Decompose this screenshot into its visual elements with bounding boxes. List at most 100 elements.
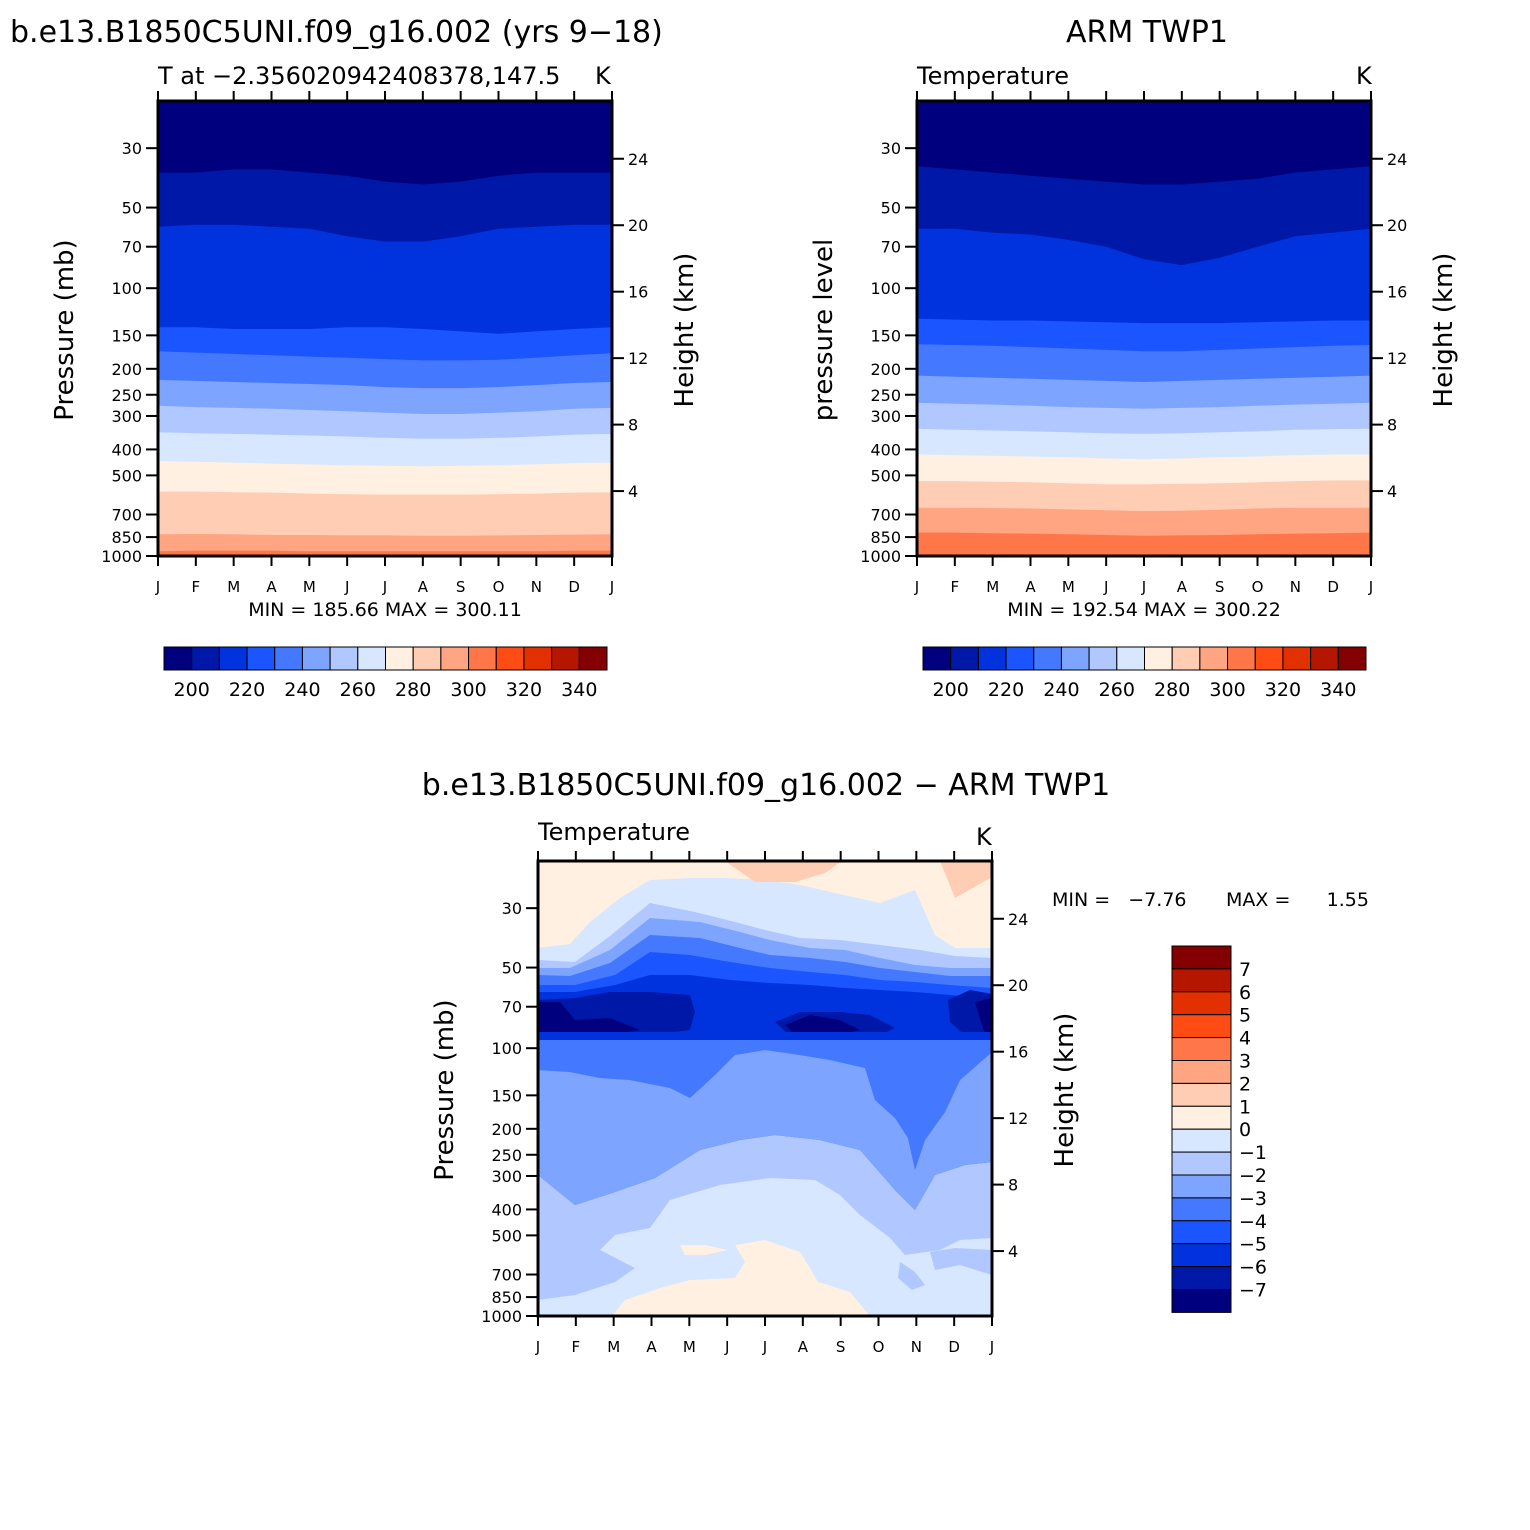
pressure-tick-label: 300 [111, 407, 142, 426]
height-tick-label: 16 [1387, 283, 1407, 302]
pressure-tick-label: 100 [491, 1039, 522, 1058]
model-title: b.e13.B1850C5UNI.f09_g16.002 (yrs 9−18) [10, 15, 663, 50]
month-tick-label: F [951, 578, 960, 596]
obs-contour-fills [917, 101, 1371, 556]
colorbar-swatch [1116, 646, 1145, 671]
colorbar-swatch [1171, 1060, 1232, 1084]
colorbar-swatch [1033, 646, 1062, 671]
pressure-tick-label: 1000 [481, 1307, 522, 1326]
month-tick-label: S [836, 1338, 846, 1356]
colorbar-swatch [246, 646, 276, 671]
month-tick-label: M [986, 578, 999, 596]
pressure-tick-label: 30 [881, 139, 901, 158]
month-tick-label: D [1327, 578, 1339, 596]
colorbar-label: 240 [1043, 679, 1079, 701]
colorbar-label: 280 [1154, 679, 1190, 701]
pressure-tick-label: 30 [502, 899, 522, 918]
colorbar-swatch [950, 646, 979, 671]
colorbar-swatch [551, 646, 580, 671]
month-tick-label: J [1103, 578, 1108, 596]
month-tick-label: J [155, 578, 160, 596]
colorbar-label: 1 [1239, 1096, 1251, 1118]
diff-fill-0-to-1-lower [612, 1240, 870, 1316]
colorbar-swatch [468, 646, 497, 671]
pressure-tick-label: 100 [870, 279, 901, 298]
colorbar-label: 220 [988, 679, 1024, 701]
colorbar-swatch [1254, 646, 1284, 671]
month-tick-label: J [1368, 578, 1373, 596]
diff-left-subtitle: Temperature [537, 818, 690, 846]
diff-height-axis-title: Height (km) [1050, 1013, 1080, 1168]
colorbar-swatch [1005, 646, 1035, 671]
pressure-tick-label: 1000 [101, 547, 142, 566]
diff-height-axis: 4 8 12 16 20 24 [992, 910, 1028, 1261]
obs-y-axis-title: pressure level [809, 239, 839, 421]
month-tick-label: S [456, 578, 466, 596]
pressure-tick-label: 50 [502, 959, 522, 978]
colorbar-swatch [578, 646, 608, 671]
colorbar-swatch [977, 646, 1007, 671]
colorbar-label: 200 [174, 679, 210, 701]
colorbar-swatch [1171, 1014, 1232, 1039]
pressure-tick-label: 70 [502, 998, 522, 1017]
pressure-tick-label: 1000 [860, 547, 901, 566]
month-tick-label: J [609, 578, 614, 596]
diff-fill-1-to-2-dec [940, 861, 992, 898]
obs-minmax: MIN = 192.54 MAX = 300.22 [1007, 599, 1281, 621]
month-tick-label: M [683, 1338, 696, 1356]
month-tick-label: M [227, 578, 240, 596]
colorbar-swatch [1310, 646, 1339, 671]
pressure-tick-label: 70 [122, 238, 142, 257]
colorbar-label: 3 [1239, 1051, 1251, 1073]
colorbar-swatch [1171, 991, 1232, 1016]
month-tick-label: M [303, 578, 316, 596]
obs-height-axis: 4 8 12 16 20 24 [1371, 150, 1407, 501]
pressure-tick-label: 850 [491, 1288, 522, 1307]
colorbar-label: 340 [561, 679, 597, 701]
colorbar-label: −7 [1239, 1280, 1267, 1302]
colorbar-swatch [357, 646, 386, 671]
pressure-tick-label: 400 [491, 1200, 522, 1219]
colorbar-swatch [1171, 968, 1232, 993]
colorbar-swatch [1144, 646, 1173, 671]
obs-title: ARM TWP1 [1066, 15, 1228, 50]
model-contour-fills [158, 101, 612, 556]
colorbar-swatch [1171, 1243, 1232, 1268]
colorbar-label: 300 [1209, 679, 1245, 701]
colorbar-swatch [301, 646, 331, 671]
colorbar-swatch [1337, 646, 1367, 671]
colorbar-swatch [329, 646, 359, 671]
obs-right-subtitle: K [1356, 62, 1373, 90]
model-left-subtitle: T at −2.356020942408378,147.5 [157, 62, 560, 90]
height-tick-label: 12 [628, 349, 648, 368]
month-tick-label: J [762, 1338, 767, 1356]
month-tick-label: N [531, 578, 542, 596]
month-tick-label: J [724, 1338, 729, 1356]
colorbar-label: 300 [450, 679, 486, 701]
colorbar-swatch [191, 646, 220, 671]
colorbar-swatch [1171, 646, 1201, 671]
colorbar-label: −3 [1239, 1188, 1267, 1210]
colorbar-label: −4 [1239, 1211, 1267, 1233]
model-minmax: MIN = 185.66 MAX = 300.11 [248, 599, 522, 621]
pressure-tick-label: 400 [870, 440, 901, 459]
colorbar-swatch [1171, 1128, 1232, 1153]
colorbar-label: 200 [933, 679, 969, 701]
height-tick-label: 24 [1387, 150, 1407, 169]
colorbar-label: 5 [1239, 1005, 1251, 1027]
month-tick-label: J [989, 1338, 994, 1356]
pressure-tick-label: 250 [491, 1146, 522, 1165]
colorbar-swatch [412, 646, 442, 671]
colorbar-label: 7 [1239, 959, 1251, 981]
month-tick-label: S [1215, 578, 1225, 596]
obs-left-subtitle: Temperature [916, 62, 1069, 90]
month-tick-label: N [1290, 578, 1301, 596]
colorbar-swatch [922, 646, 952, 671]
height-tick-label: 12 [1387, 349, 1407, 368]
model-colorbar: 200 220 240 260 280 300 320 340 [163, 646, 608, 701]
diff-y-axis-title: Pressure (mb) [430, 999, 460, 1180]
diff-fill-neg3-to-neg2-lower [538, 1050, 992, 1210]
